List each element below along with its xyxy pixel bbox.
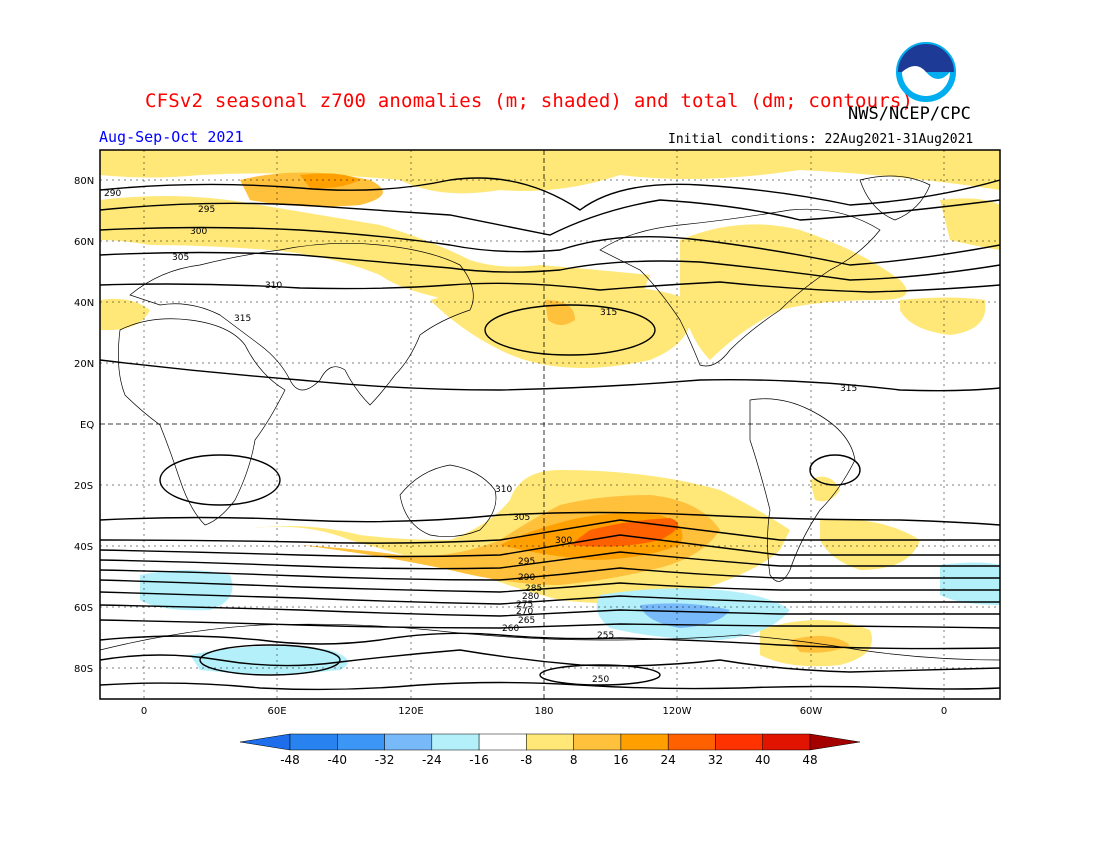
anomaly-shading xyxy=(100,150,1000,674)
noaa-logo-icon xyxy=(896,42,956,102)
colorbar-tick-label: 8 xyxy=(570,753,578,767)
contour-label: 290 xyxy=(104,189,121,199)
map-title: CFSv2 seasonal z700 anomalies (m; shaded… xyxy=(145,90,914,112)
contour-label: 310 xyxy=(495,485,512,495)
colorbar-box xyxy=(762,733,811,751)
colorbar-box xyxy=(289,733,338,751)
colorbar-tick-label: 40 xyxy=(755,753,770,767)
contour-label: 275 xyxy=(516,600,533,610)
colorbar-left-arrow xyxy=(239,733,291,751)
contour-label: 260 xyxy=(502,624,519,634)
colorbar-tick-label: 16 xyxy=(613,753,628,767)
lat-label: 20N xyxy=(74,359,94,370)
colorbar-tick-label: -24 xyxy=(422,753,442,767)
lon-label: 0 xyxy=(941,706,947,717)
colorbar-box xyxy=(667,733,716,751)
lon-label: 60W xyxy=(800,706,823,717)
colorbar-tick-label: -8 xyxy=(520,753,532,767)
colorbar-tick-label: 24 xyxy=(661,753,676,767)
contour-label: 300 xyxy=(555,536,572,546)
contour-label: 290 xyxy=(518,573,535,583)
colorbar-box xyxy=(573,733,622,751)
colorbar-tick-label: -32 xyxy=(375,753,395,767)
latitude-labels: 80N 60N 40N 20N EQ 20S 40S 60S 80S xyxy=(74,176,94,675)
contour-labels: 290 295 300 305 310 315 315 315 310 305 … xyxy=(104,189,857,685)
contour-label: 305 xyxy=(172,253,189,263)
coastlines xyxy=(100,175,1000,699)
colorbar-tick-label: 32 xyxy=(708,753,723,767)
lon-label: 120W xyxy=(663,706,692,717)
contour-label: 285 xyxy=(525,584,542,594)
initial-conditions: Initial conditions: 22Aug2021-31Aug2021 xyxy=(668,132,974,147)
lat-label: 60S xyxy=(74,603,93,614)
map-frame xyxy=(99,149,1001,700)
colorbar-tick-label: -48 xyxy=(280,753,300,767)
contour-label: 265 xyxy=(518,616,535,626)
contour-label: 315 xyxy=(600,308,617,318)
contour-label: 315 xyxy=(234,314,251,324)
colorbar-tick-label: -16 xyxy=(469,753,489,767)
lon-label: 0 xyxy=(141,706,147,717)
colorbar-box xyxy=(431,733,480,751)
contour-label: 300 xyxy=(190,227,207,237)
colorbar-box xyxy=(337,733,385,751)
lon-label: 180 xyxy=(534,706,553,717)
colorbar: -48 -40 -32 -24 -16 -8 8 16 24 32 40 48 xyxy=(239,733,861,767)
colorbar-box xyxy=(526,733,574,751)
forecast-period: Aug-Sep-Oct 2021 xyxy=(99,128,244,146)
contour-label: 280 xyxy=(522,592,539,602)
colorbar-tick-label: -40 xyxy=(327,753,347,767)
grid-lines xyxy=(100,150,1000,699)
contour-label: 310 xyxy=(265,281,282,291)
contour-label: 250 xyxy=(592,675,609,685)
colorbar-tick-label: 48 xyxy=(802,753,817,767)
lat-label: 80N xyxy=(74,176,94,187)
lat-label: EQ xyxy=(80,420,94,431)
contour-label: 305 xyxy=(513,513,530,523)
agency-label: NWS/NCEP/CPC xyxy=(848,104,971,124)
colorbar-box xyxy=(715,733,763,751)
contour-label: 315 xyxy=(840,384,857,394)
lat-label: 40N xyxy=(74,298,94,309)
contour-label: 295 xyxy=(518,557,535,567)
lon-label: 120E xyxy=(398,706,423,717)
lat-label: 80S xyxy=(74,664,93,675)
colorbar-box xyxy=(620,733,669,751)
contour-label: 295 xyxy=(198,205,215,215)
contour-label: 255 xyxy=(597,631,614,641)
longitude-labels: 0 60E 120E 180 120W 60W 0 xyxy=(141,706,947,717)
height-contours xyxy=(100,177,1000,691)
lat-label: 60N xyxy=(74,237,94,248)
colorbar-right-arrow xyxy=(809,733,861,751)
lat-label: 20S xyxy=(74,481,93,492)
colorbar-box xyxy=(478,733,527,751)
lat-label: 40S xyxy=(74,542,93,553)
contour-label: 270 xyxy=(516,607,533,617)
lon-label: 60E xyxy=(267,706,286,717)
colorbar-box xyxy=(384,733,433,751)
